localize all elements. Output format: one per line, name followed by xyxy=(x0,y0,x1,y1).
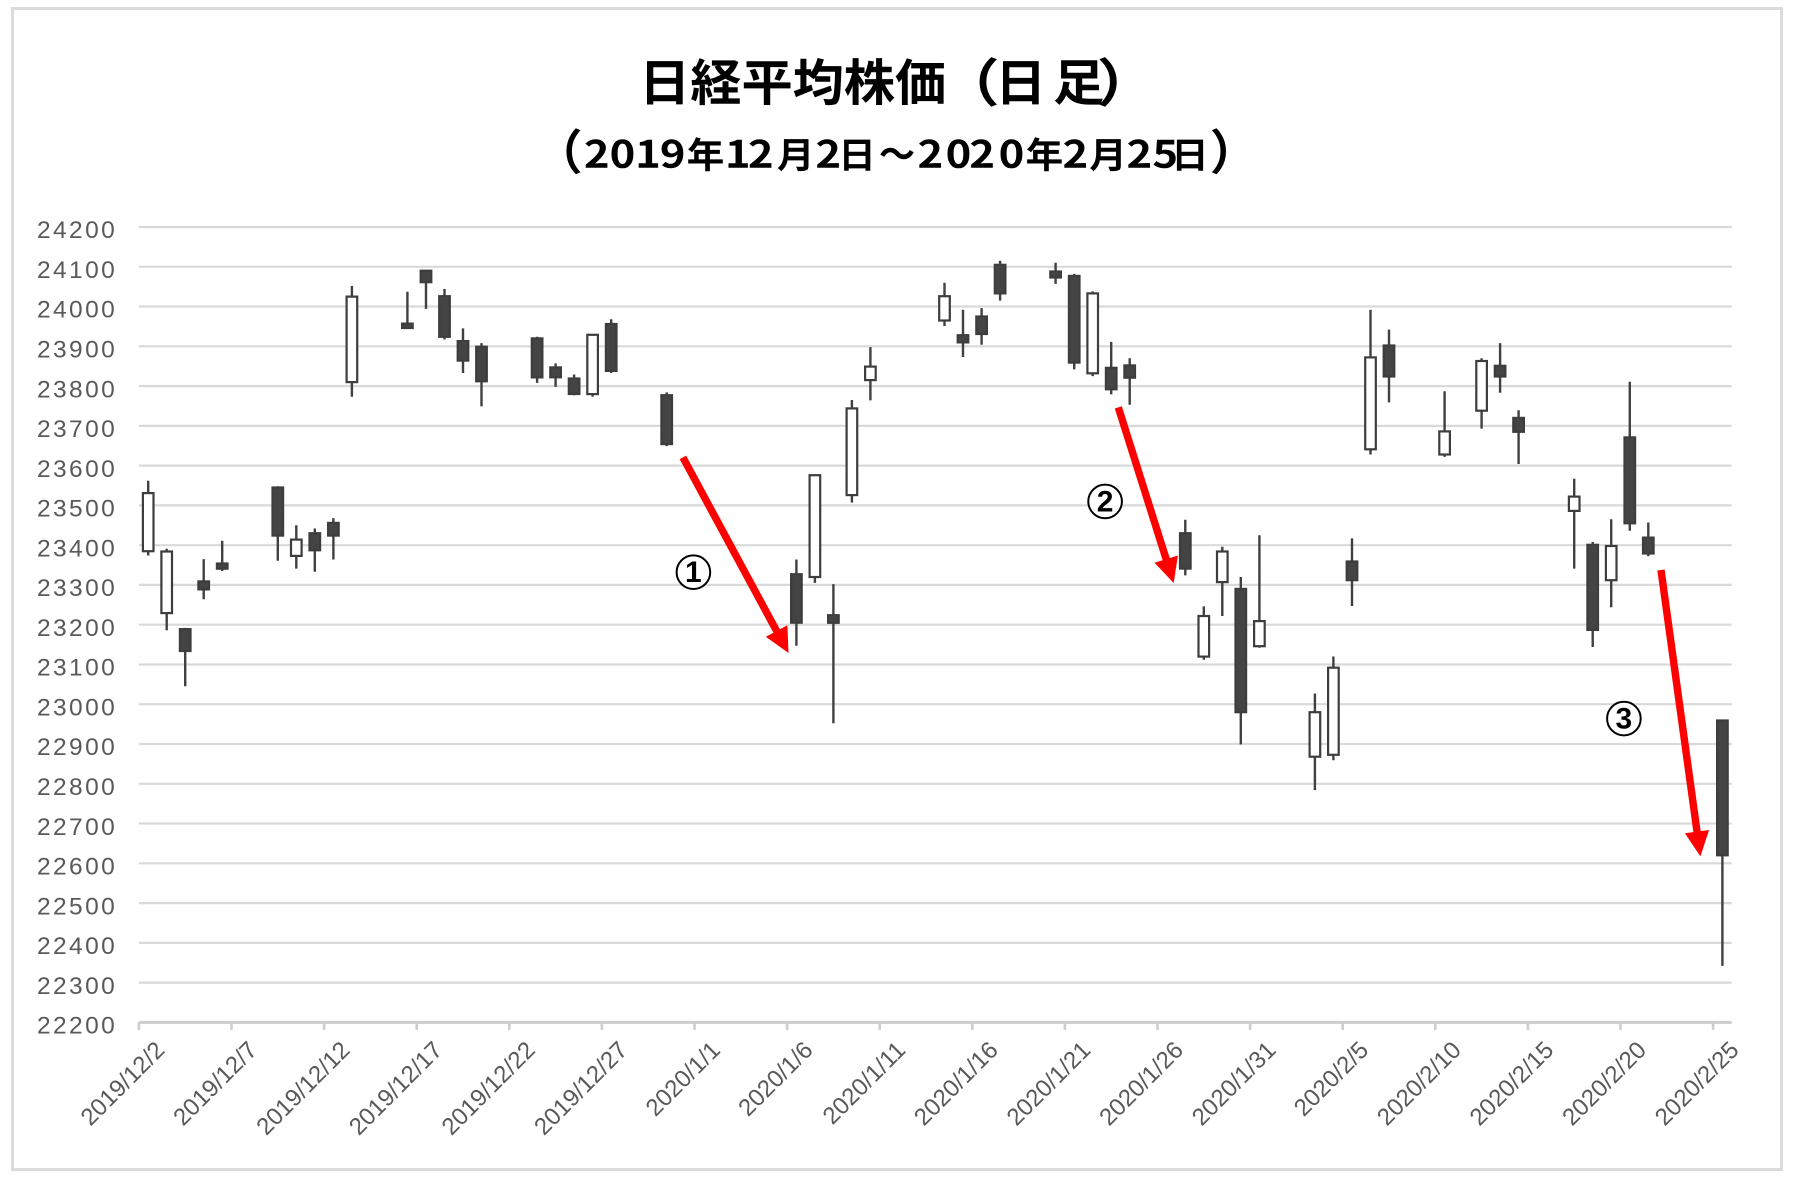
svg-text:24100: 24100 xyxy=(37,257,117,284)
svg-text:22600: 22600 xyxy=(37,854,117,881)
svg-text:2020/2/5: 2020/2/5 xyxy=(1289,1037,1374,1122)
svg-text:2019/12/12: 2019/12/12 xyxy=(251,1037,355,1141)
svg-text:2019/12/22: 2019/12/22 xyxy=(437,1037,541,1141)
svg-text:2020/1/21: 2020/1/21 xyxy=(1002,1037,1097,1132)
svg-text:2020/2/20: 2020/2/20 xyxy=(1557,1037,1652,1132)
svg-text:2020/2/15: 2020/2/15 xyxy=(1465,1037,1560,1132)
svg-text:24000: 24000 xyxy=(37,297,117,324)
svg-text:23600: 23600 xyxy=(37,456,117,483)
svg-text:22800: 22800 xyxy=(37,774,117,801)
svg-text:23700: 23700 xyxy=(37,416,117,443)
svg-text:22500: 22500 xyxy=(37,893,117,920)
svg-text:22200: 22200 xyxy=(37,1013,117,1040)
svg-text:2020/1/11: 2020/1/11 xyxy=(818,1037,911,1130)
svg-text:2020/2/10: 2020/2/10 xyxy=(1372,1037,1467,1132)
svg-text:2020/1/6: 2020/1/6 xyxy=(733,1037,818,1122)
svg-text:23300: 23300 xyxy=(37,575,117,602)
svg-text:2020/1/16: 2020/1/16 xyxy=(909,1037,1004,1132)
svg-text:22900: 22900 xyxy=(37,734,117,761)
svg-text:22700: 22700 xyxy=(37,814,117,841)
svg-text:22400: 22400 xyxy=(37,933,117,960)
svg-text:23200: 23200 xyxy=(37,615,117,642)
svg-text:23000: 23000 xyxy=(37,694,117,721)
svg-text:2019/12/7: 2019/12/7 xyxy=(168,1037,263,1132)
svg-text:2020/2/25: 2020/2/25 xyxy=(1650,1037,1745,1132)
svg-text:2: 2 xyxy=(1097,485,1114,518)
svg-text:22300: 22300 xyxy=(37,973,117,1000)
svg-text:23100: 23100 xyxy=(37,655,117,682)
svg-text:23900: 23900 xyxy=(37,337,117,364)
svg-text:1: 1 xyxy=(685,556,702,589)
svg-text:2019/12/2: 2019/12/2 xyxy=(76,1037,171,1132)
svg-text:23800: 23800 xyxy=(37,376,117,403)
svg-text:2020/1/26: 2020/1/26 xyxy=(1094,1037,1189,1132)
svg-text:2020/1/1: 2020/1/1 xyxy=(641,1037,726,1122)
svg-text:24200: 24200 xyxy=(37,217,117,244)
svg-text:2019/12/17: 2019/12/17 xyxy=(344,1037,448,1141)
svg-text:2020/1/31: 2020/1/31 xyxy=(1187,1037,1282,1132)
svg-text:23400: 23400 xyxy=(37,535,117,562)
svg-text:3: 3 xyxy=(1616,703,1633,736)
svg-text:23500: 23500 xyxy=(37,496,117,523)
svg-text:2019/12/27: 2019/12/27 xyxy=(529,1037,633,1141)
